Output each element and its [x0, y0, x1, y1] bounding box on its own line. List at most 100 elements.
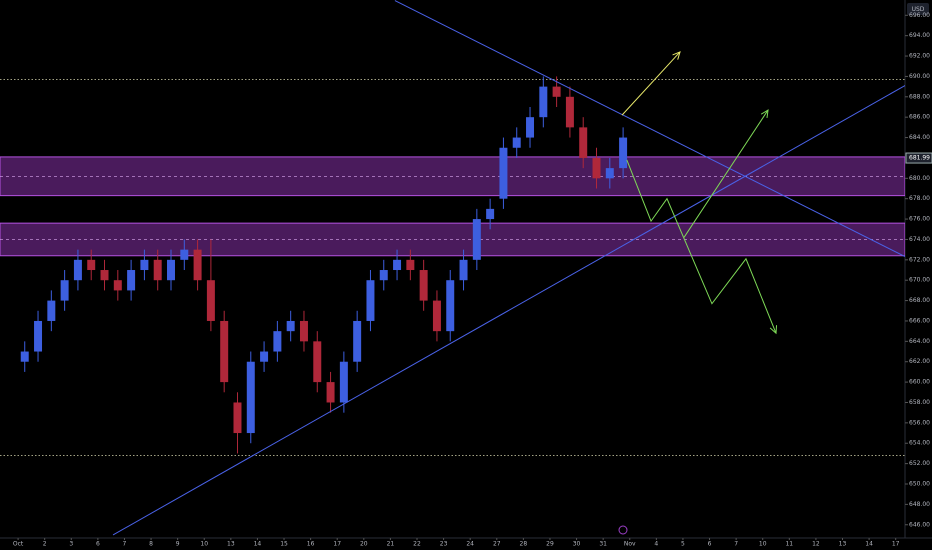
x-tick-label: 16: [307, 541, 315, 548]
y-tick-label: 668.00: [909, 297, 930, 304]
x-tick-label: 9: [176, 541, 180, 548]
y-tick-label: 694.00: [909, 32, 930, 39]
candle-body: [60, 280, 69, 301]
y-tick-label: 672.00: [909, 256, 930, 263]
candle-body: [605, 168, 614, 179]
trendline: [112, 84, 905, 536]
candle-body: [539, 86, 548, 118]
x-tick-label: 23: [440, 541, 448, 548]
x-tick-label: 14: [254, 541, 262, 548]
candle-body: [313, 341, 322, 383]
candle-body: [246, 361, 255, 434]
x-tick-label: 21: [387, 541, 395, 548]
x-tick-label: 15: [280, 541, 288, 548]
candle-body: [47, 300, 56, 321]
y-tick-label: 662.00: [909, 358, 930, 365]
y-tick-label: 688.00: [909, 93, 930, 100]
x-tick-label: Oct: [13, 541, 24, 548]
candle-body: [286, 320, 295, 332]
candle-body: [180, 249, 189, 260]
candle-body: [472, 219, 481, 260]
y-tick-label: 652.00: [909, 460, 930, 467]
candle-body: [459, 259, 468, 281]
candle-body: [499, 147, 508, 199]
y-tick-label: 666.00: [909, 317, 930, 324]
event-icon[interactable]: [618, 525, 628, 535]
candle-body: [206, 280, 215, 321]
y-tick-label: 656.00: [909, 419, 930, 426]
projection-path: [626, 159, 777, 334]
candle-body: [220, 320, 229, 383]
candle-body: [167, 259, 175, 281]
candle-body: [140, 259, 149, 271]
y-tick-label: 664.00: [909, 338, 930, 345]
arrow-head: [769, 325, 778, 335]
y-tick-label: 654.00: [909, 440, 930, 447]
y-tick-label: 646.00: [909, 521, 930, 528]
candle-body: [446, 280, 455, 332]
y-tick-label: 678.00: [909, 195, 930, 202]
candle-body: [366, 280, 375, 321]
x-tick-label: 2: [43, 541, 47, 548]
candle-body: [20, 351, 29, 362]
y-tick-label: 658.00: [909, 399, 930, 406]
x-tick-label: 14: [865, 541, 873, 548]
x-tick-label: 10: [759, 541, 767, 548]
y-tick-label: 686.00: [909, 114, 930, 121]
x-tick-label: 6: [708, 541, 712, 548]
x-tick-label: 17: [333, 541, 341, 548]
x-tick-label: 31: [599, 541, 607, 548]
y-tick-label: 650.00: [909, 480, 930, 487]
currency-label: USD: [912, 6, 925, 13]
y-tick-label: 648.00: [909, 501, 930, 508]
candle-body: [579, 127, 588, 158]
candle-body: [339, 361, 348, 403]
arrow-head: [672, 51, 681, 60]
candle-body: [619, 137, 628, 169]
x-tick-label: 12: [812, 541, 820, 548]
x-tick-label: 30: [573, 541, 581, 548]
candle-body: [34, 320, 43, 352]
candle-body: [299, 320, 308, 342]
trendline: [394, 0, 905, 258]
candle-body: [406, 259, 415, 271]
candle-body: [353, 320, 362, 362]
x-tick-label: 17: [892, 541, 900, 548]
x-tick-label: Nov: [624, 541, 636, 548]
y-tick-label: 660.00: [909, 379, 930, 386]
x-tick-label: 7: [734, 541, 738, 548]
y-tick-label: 690.00: [909, 73, 930, 80]
candle-body: [393, 259, 402, 271]
x-tick-label: 8: [149, 541, 153, 548]
y-tick-label: 680.00: [909, 175, 930, 182]
candle-body: [379, 270, 388, 281]
candle-body: [565, 96, 574, 128]
x-tick-label: 20: [360, 541, 368, 548]
projection-path: [683, 109, 769, 238]
currency-badge: [907, 3, 929, 15]
y-tick-label: 670.00: [909, 277, 930, 284]
x-tick-label: 27: [493, 541, 501, 548]
x-tick-label: 3: [69, 541, 73, 548]
candle-body: [73, 259, 82, 281]
candle-body: [486, 208, 495, 220]
x-tick-label: 29: [546, 541, 554, 548]
x-tick-label: 13: [227, 541, 235, 548]
x-tick-label: 7: [123, 541, 127, 548]
candle-body: [233, 402, 242, 434]
candle-body: [526, 117, 535, 138]
candle-body: [326, 382, 335, 403]
y-tick-label: 684.00: [909, 134, 930, 141]
plot-area: [0, 0, 905, 536]
candle-body: [273, 331, 282, 352]
last-price-label: 681.99: [909, 155, 930, 162]
candle-body: [592, 157, 601, 179]
projection-path: [621, 51, 681, 116]
last-price-badge: [905, 152, 932, 164]
y-tick-label: 692.00: [909, 53, 930, 60]
candle-body: [419, 270, 428, 301]
candle-body: [193, 249, 202, 281]
candle-body: [512, 137, 521, 148]
x-tick-label: 28: [520, 541, 528, 548]
